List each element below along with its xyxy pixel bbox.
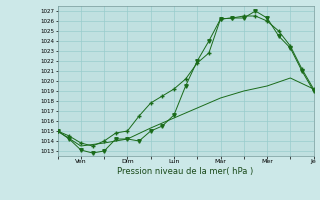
X-axis label: Pression niveau de la mer( hPa ): Pression niveau de la mer( hPa ) [117, 167, 254, 176]
